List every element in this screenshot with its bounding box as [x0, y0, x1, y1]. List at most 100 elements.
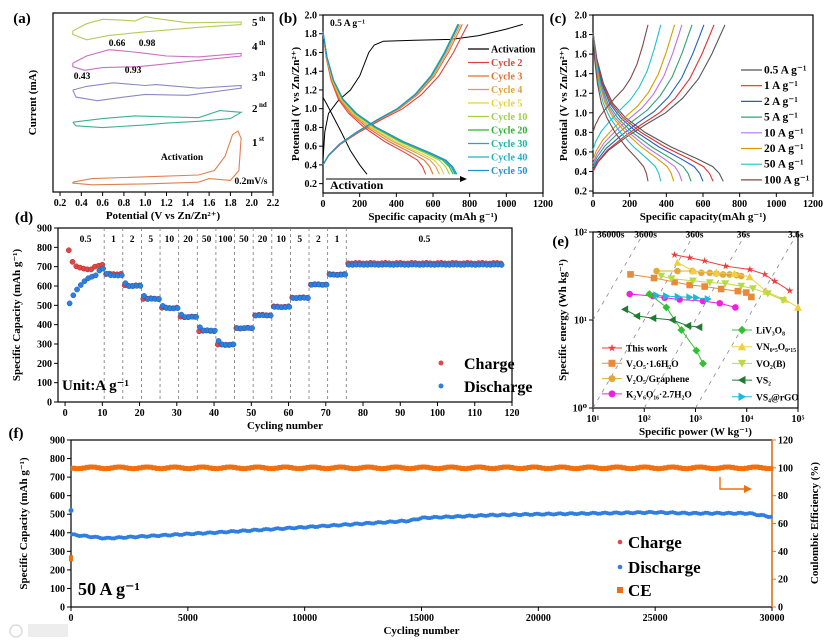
ce-point	[649, 465, 655, 471]
discharge-curve	[592, 32, 662, 182]
ce-point	[740, 466, 746, 472]
x-tick-label: 0.4	[75, 198, 88, 209]
ce-point	[403, 465, 409, 471]
x-tick-label: 400	[389, 199, 404, 210]
ce-point	[607, 465, 613, 471]
peak-annotation: 0.66	[109, 39, 126, 49]
y-tick-label: 100	[37, 378, 52, 389]
tri-up-marker	[689, 267, 698, 275]
ce-point	[421, 464, 427, 470]
x-tick-label: 0.2	[54, 198, 67, 209]
discharge-point	[100, 265, 106, 272]
discharge-point	[174, 305, 181, 311]
ce-point	[95, 465, 101, 471]
ce-point	[529, 464, 535, 470]
ce-point	[270, 466, 276, 472]
ce-point	[69, 555, 73, 562]
x-tick-label: 30	[172, 408, 182, 419]
y-tick-label: 900	[37, 224, 52, 235]
legend-tri-left-icon	[737, 375, 746, 385]
ce-point	[687, 465, 693, 471]
circle-marker	[698, 269, 705, 277]
ce-point	[754, 464, 760, 470]
ce-point	[568, 465, 574, 471]
x-tick-label: 15000	[409, 613, 434, 624]
ce-point	[172, 464, 178, 470]
ce-point	[214, 466, 220, 472]
ce-point	[239, 466, 245, 472]
x-tick-label: 1200	[533, 199, 553, 210]
y-tick-label: 10¹	[574, 316, 587, 327]
ce-point	[582, 464, 588, 470]
discharge-point	[768, 514, 773, 519]
square-marker	[743, 289, 750, 296]
discharge-point	[66, 300, 73, 307]
ce-point	[435, 466, 441, 472]
x-tick-label: 0.6	[96, 198, 109, 209]
x-tick-label: 10⁵	[792, 414, 805, 425]
y-tick-label: 400	[50, 528, 65, 539]
circle-marker	[626, 290, 633, 298]
charge-curve	[322, 24, 459, 166]
ce-point	[733, 465, 739, 471]
tri-right-marker	[693, 293, 701, 302]
ce-point	[260, 464, 266, 470]
rate-label: 50	[239, 235, 249, 245]
ce-point	[144, 464, 150, 470]
x-tick-label: 200	[352, 199, 367, 210]
circle-marker	[653, 267, 660, 275]
x-tick-label: 120	[505, 408, 520, 419]
discharge-curve	[322, 31, 458, 175]
y-axis-label: Current (mA)	[27, 69, 39, 135]
x-tick-label: 10³	[689, 414, 702, 425]
ce-point	[130, 466, 136, 472]
x-tick-label: 1200	[803, 199, 823, 210]
x-tick-label: 10⁴	[740, 414, 753, 425]
y-tick-label: 2.0	[575, 11, 588, 22]
y2-tick-label: 100	[778, 463, 793, 474]
ce-point	[551, 465, 557, 471]
ce-point	[140, 464, 146, 470]
discharge-curve	[322, 31, 440, 175]
ce-point	[151, 465, 157, 471]
ce-point	[330, 465, 336, 471]
x-tick-label: 10000	[292, 613, 317, 624]
ce-point	[708, 466, 714, 472]
rate-label: 50 A g⁻¹	[78, 579, 140, 599]
discharge-point	[70, 292, 77, 299]
discharge-point	[81, 278, 88, 285]
legend-charge-label: Charge	[628, 533, 682, 552]
square-marker	[627, 271, 634, 278]
y2-tick-label: 120	[778, 436, 793, 447]
ce-point	[456, 465, 462, 471]
rate-label: 0.5	[419, 235, 431, 245]
ce-point	[295, 466, 301, 472]
ce-point	[459, 466, 465, 472]
square-marker	[650, 274, 658, 282]
x-tick-label: 1.0	[139, 198, 152, 209]
y-tick-label: 1.6	[305, 48, 318, 59]
ce-point	[249, 465, 255, 471]
time-constant-line	[695, 231, 799, 409]
tri-left-marker	[633, 312, 641, 320]
rate-label: 5	[297, 235, 302, 245]
ce-point	[246, 465, 252, 471]
y-tick-label: 0.8	[575, 128, 588, 139]
y-tick-label: 300	[37, 340, 52, 351]
charge-point	[69, 258, 76, 265]
rate-label: 1	[335, 235, 340, 245]
ce-point	[256, 464, 262, 470]
time-constant-label: 360s	[686, 231, 704, 241]
ce-point	[218, 465, 224, 471]
discharge-point	[249, 325, 255, 332]
discharge-point	[342, 271, 349, 278]
y-tick-label: 0.4	[305, 160, 318, 171]
ce-point	[361, 464, 367, 470]
unit-label: Unit:A g⁻¹	[62, 378, 129, 394]
legend-circle-icon	[608, 390, 616, 398]
cv-curve-1st	[72, 130, 242, 186]
ce-point	[133, 465, 139, 471]
y-tick-label: 0.8	[305, 123, 318, 134]
y-tick-label: 0.6	[305, 142, 318, 153]
x-tick-label: 0.8	[118, 198, 131, 209]
